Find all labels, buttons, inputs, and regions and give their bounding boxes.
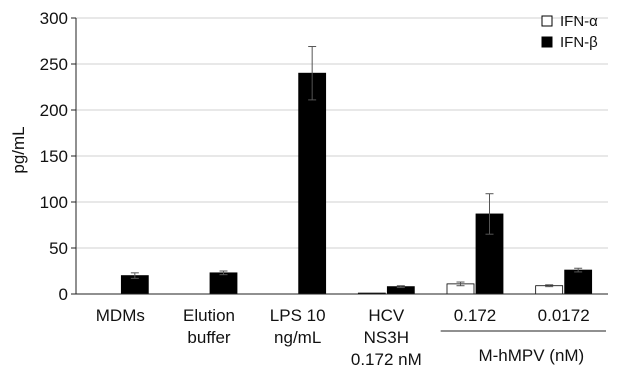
y-axis: 0 50 100 150 200 250 300 (40, 9, 77, 304)
y-tick-label: 100 (40, 193, 68, 212)
y-tick-label: 150 (40, 147, 68, 166)
y-tick-label: 300 (40, 9, 68, 28)
x-tick-label: 0.0172 (538, 306, 590, 325)
y-tick-label: 0 (59, 285, 68, 304)
x-tick-label: ng/mL (274, 328, 321, 347)
bar-ifn-beta (564, 269, 593, 295)
bars (120, 72, 593, 295)
x-axis-labels: MDMs Elution buffer LPS 10 ng/mL HCV NS3H 0.172… (96, 306, 590, 369)
x-tick-label: 0.172 (454, 306, 497, 325)
legend-label: IFN-α (560, 13, 598, 30)
legend-swatch (541, 36, 553, 48)
y-tick-label: 200 (40, 101, 68, 120)
error-bars (130, 46, 583, 289)
x-tick-label: Elution (183, 306, 235, 325)
y-tick-label: 250 (40, 55, 68, 74)
legend: IFN-α IFN-β (541, 13, 598, 51)
group-label: M-hMPV (nM) (478, 346, 584, 365)
x-tick-label: 0.172 nM (351, 350, 422, 369)
bar-ifn-beta (209, 272, 238, 295)
gridlines (76, 17, 608, 249)
x-tick-label: buffer (187, 328, 231, 347)
group-annotation: M-hMPV (nM) (440, 330, 606, 365)
x-tick-label: NS3H (364, 328, 409, 347)
y-axis-title: pg/mL (9, 126, 28, 173)
bar-ifn-beta (298, 72, 327, 295)
x-tick-label: MDMs (96, 306, 145, 325)
x-tick-label: HCV (368, 306, 405, 325)
y-tick-label: 50 (49, 239, 68, 258)
legend-label: IFN-β (560, 34, 598, 51)
x-tick-label: LPS 10 (270, 306, 326, 325)
legend-swatch (541, 15, 553, 27)
